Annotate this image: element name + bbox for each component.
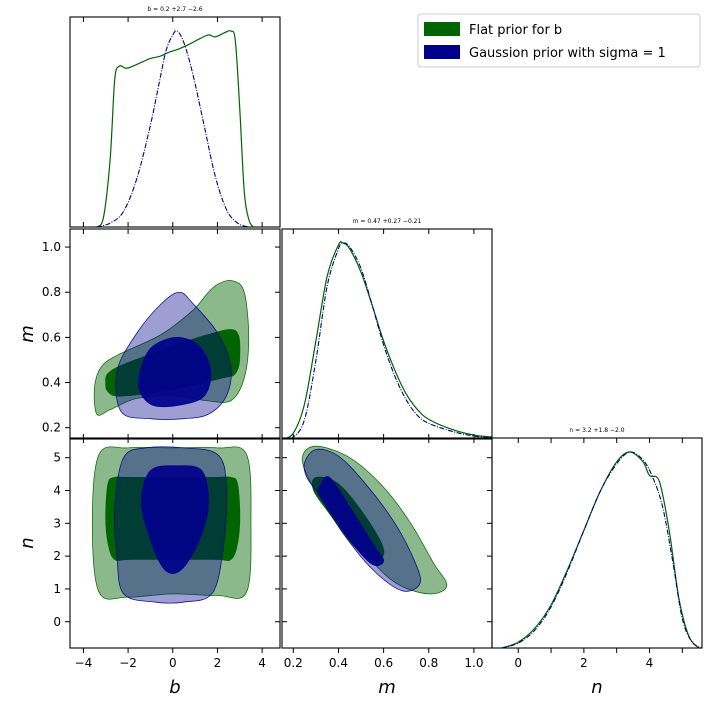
contour-panel-b-n (91, 446, 252, 604)
legend: Flat prior for b Gaussion prior with sigm… (417, 13, 701, 68)
panel-title-b: b = 0.2 +2.7 −2.6 (147, 6, 202, 13)
contour-68-gauss (317, 476, 385, 566)
x-tick-label: 0.8 (419, 656, 438, 670)
contour-panel-m-n (301, 445, 448, 595)
x-tick-label: 4 (646, 656, 654, 670)
contour-68-gauss (141, 465, 209, 574)
marginal-line-gauss (282, 242, 492, 439)
panel-title-n: n = 3.2 +1.8 −2.0 (569, 427, 624, 434)
marginal-line-gauss (96, 30, 249, 227)
legend-label: Flat prior for b (469, 23, 562, 38)
y-tick-label: 0.4 (42, 376, 61, 390)
x-axis-label-m: m (378, 677, 396, 698)
y-tick-label: 0.6 (42, 330, 61, 344)
y-tick-label: 2 (53, 549, 61, 563)
x-tick-label: 4 (258, 656, 266, 670)
x-axis-label-n: n (591, 677, 602, 698)
legend-label: Gaussion prior with sigma = 1 (469, 46, 666, 61)
panel-frame (69, 228, 281, 440)
contour-panel-b-m (93, 279, 250, 420)
x-tick-label: 0 (169, 656, 177, 670)
y-tick-label: 3 (53, 516, 61, 530)
x-tick-label: 0.2 (284, 656, 303, 670)
x-tick-label: 0 (514, 656, 522, 670)
y-tick-label: 4 (53, 484, 61, 498)
panel-frame (69, 437, 281, 649)
legend-box (417, 13, 701, 68)
y-axis-label-m: m (17, 325, 38, 343)
x-tick-label: 0.4 (329, 656, 348, 670)
marginal-line-flat (501, 451, 700, 648)
x-tick-label: 2 (580, 656, 588, 670)
contour-68-gauss (138, 336, 212, 408)
panel-title-m: m = 0.47 +0.27 −0.21 (353, 218, 422, 225)
x-tick-label: 1.0 (464, 656, 483, 670)
marginal-line-gauss (501, 451, 702, 648)
x-tick-label: −2 (119, 656, 137, 670)
y-tick-label: 0 (53, 615, 61, 629)
marginal-line-flat (96, 30, 254, 227)
marginal-panel-m (282, 241, 492, 439)
x-tick-label: −4 (75, 656, 93, 670)
marginal-panel-b (96, 30, 254, 227)
y-tick-label: 5 (53, 451, 61, 465)
y-tick-label: 1.0 (42, 240, 61, 254)
x-tick-label: 0.6 (374, 656, 393, 670)
x-axis-label-b: b (169, 677, 180, 698)
y-tick-label: 0.8 (42, 285, 61, 299)
panel-frame (69, 16, 281, 228)
y-axis-label-n: n (17, 537, 38, 548)
legend-swatch (424, 22, 460, 36)
marginal-line-flat (282, 241, 492, 439)
panel-frame (491, 437, 703, 649)
legend-swatch (424, 45, 460, 59)
x-tick-label: 2 (214, 656, 222, 670)
panel-frame (281, 228, 493, 440)
marginal-panel-n (501, 451, 702, 648)
y-tick-label: 1 (53, 582, 61, 596)
y-tick-label: 0.2 (42, 421, 61, 435)
